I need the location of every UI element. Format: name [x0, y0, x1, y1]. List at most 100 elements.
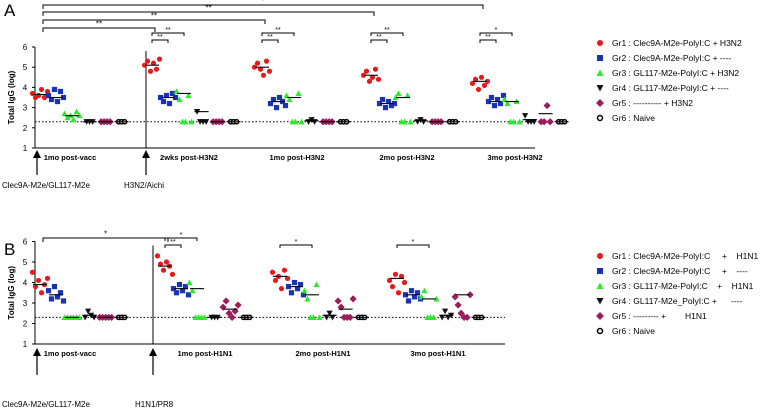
panel-b-point	[54, 294, 61, 300]
panel-a-y-tick-label: 3	[23, 104, 28, 113]
panel-b-point	[323, 314, 330, 321]
panel-a-point	[144, 58, 151, 64]
panel-a-local-bracket	[151, 39, 169, 43]
panel-a-point	[182, 118, 189, 125]
panel-a-legend-marker	[596, 69, 604, 76]
panel-a-arrow-label: Clec9A-M2e/GL117-M2e	[2, 181, 90, 190]
panel-b-point	[154, 253, 161, 259]
panel-a-point	[286, 96, 293, 103]
panel-b-point	[411, 294, 418, 300]
panel-a-point	[379, 96, 386, 103]
panel-a-point	[266, 68, 273, 74]
panel-b-point	[182, 284, 189, 290]
panel-b-point	[60, 298, 67, 304]
panel-a-point	[510, 118, 517, 125]
panel-a-point	[485, 98, 492, 105]
panel-a-significance-label: **	[205, 4, 211, 13]
panel-b-bracket	[42, 237, 169, 242]
panel-b-point	[334, 297, 342, 305]
panel-b-point	[228, 313, 236, 321]
panel-b-point	[430, 314, 437, 320]
panel-b-point	[179, 288, 186, 294]
panel-a-point	[469, 80, 476, 86]
panel-a-point	[41, 94, 48, 101]
panel-a-point	[481, 82, 488, 88]
panel-a-local-bracket	[370, 32, 404, 36]
panel-a-legend-marker	[597, 40, 603, 46]
panel-a-point	[360, 72, 367, 78]
panel-a-point	[298, 118, 305, 125]
panel-a-point	[270, 96, 277, 103]
panel-b-point	[185, 292, 192, 298]
panel-b-point	[310, 314, 317, 320]
panel-a-y-tick-label: 1	[23, 144, 28, 153]
panel-b-y-tick-label: 2	[23, 320, 28, 329]
panel-a-point	[497, 100, 504, 107]
panel-b-point	[454, 301, 462, 309]
panel-a-point	[522, 113, 529, 119]
panel-b-timepoint-label: 2mo post-H1N1	[295, 349, 350, 358]
panel-a-point	[35, 92, 42, 99]
panel-a-point	[254, 60, 261, 66]
panel-a-timepoint-label: 2mo post-H3N2	[379, 153, 434, 162]
panel-a-point	[376, 100, 383, 107]
panel-a-point	[176, 96, 183, 103]
panel-b-local-significance: **	[170, 239, 176, 246]
panel-a-point	[404, 92, 411, 99]
panel-a-bracket	[42, 4, 484, 9]
panel-a-local-significance: **	[165, 27, 171, 34]
panel-a-point	[369, 74, 376, 80]
panel-b-arrow-label: H1N1/PR8	[135, 400, 174, 409]
panel-a-point	[157, 94, 164, 101]
panel-b-legend-marker	[596, 298, 604, 305]
panel-a-point	[156, 56, 163, 62]
panel-a-point	[141, 62, 148, 68]
panel-a-local-significance: **	[275, 27, 281, 34]
panel-b-point	[337, 303, 345, 311]
panel-b-arrow-head	[33, 348, 41, 356]
panel-a-arrow-head	[142, 150, 150, 158]
panel-a-local-significance: **	[157, 34, 163, 41]
panel-b-point	[281, 267, 288, 273]
panel-a-point	[543, 101, 551, 110]
panel-b-point	[76, 314, 83, 320]
panel-b-y-tick-label: 1	[23, 340, 28, 349]
panel-b-point	[445, 314, 452, 321]
panel-a-point	[57, 88, 64, 95]
panel-a-point	[166, 100, 173, 107]
panel-b-point	[433, 295, 440, 302]
panel-b-point	[301, 287, 308, 294]
panel-b-legend-marker	[596, 282, 604, 289]
panel-b-point	[402, 292, 409, 298]
panel-a-point	[76, 112, 83, 119]
panel-a-point	[64, 114, 71, 121]
panel-a-y-axis-label: Total IgG (log)	[7, 70, 16, 124]
panel-a-point	[283, 92, 290, 99]
panel-b-point	[163, 259, 170, 265]
panel-b-legend-marker	[597, 253, 603, 259]
panel-a-point	[61, 110, 68, 117]
panel-a-legend-label: Gr2 : Clec9A-M2e-PolyI:C + ----	[612, 53, 731, 63]
panel-a-legend-label: Gr3 : GL117-M2e-PolyI:C + H3N2	[612, 68, 739, 78]
panel-b-point	[408, 288, 415, 294]
panel-b-point	[272, 277, 279, 284]
panel-a-point	[363, 68, 370, 74]
panel-a-point	[276, 94, 283, 101]
panel-a-point	[401, 118, 408, 125]
panel-b-local-significance: *	[180, 232, 183, 239]
panel-b-significance-label: *	[104, 230, 107, 239]
panel-b-point	[160, 267, 167, 273]
panel-a-point	[500, 92, 507, 99]
panel-b-point	[44, 275, 51, 281]
panel-a-label: A	[4, 1, 16, 20]
panel-a-point	[484, 78, 491, 84]
panel-b-point	[346, 313, 354, 321]
panel-b-legend-marker	[597, 268, 603, 274]
panel-b-timepoint-label: 1mo post-H1N1	[177, 349, 232, 358]
panel-a-y-tick-label: 5	[23, 63, 28, 72]
panel-a-bracket	[42, 19, 266, 24]
panel-a-local-significance: **	[485, 34, 491, 41]
panel-a-point	[160, 98, 167, 105]
panel-b-point	[288, 290, 295, 296]
panel-b-y-tick-label: 6	[23, 238, 28, 247]
